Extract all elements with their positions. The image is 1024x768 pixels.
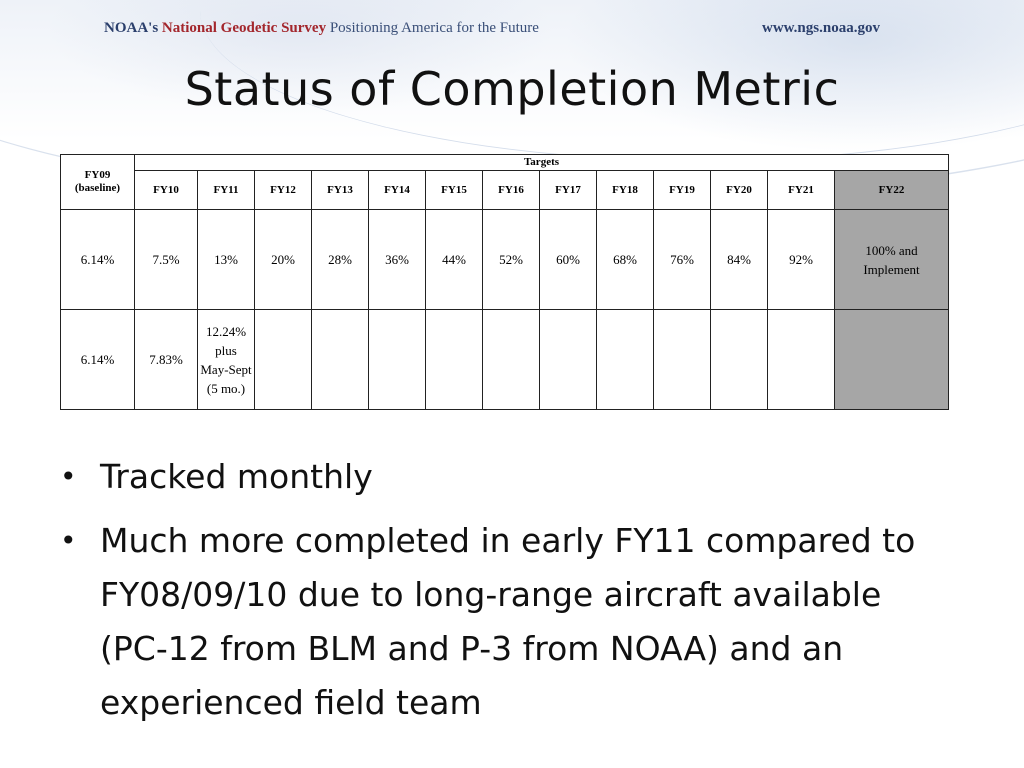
table-cell-highlight — [833, 309, 950, 410]
table-cell — [653, 309, 711, 410]
year-header: FY16 — [482, 170, 540, 210]
bullet-text: Much more completed in early FY11 compar… — [100, 521, 916, 722]
year-header: FY11 — [197, 170, 255, 210]
year-header: FY12 — [254, 170, 312, 210]
year-header: FY10 — [134, 170, 198, 210]
year-header: FY19 — [653, 170, 711, 210]
completion-metric-table: FY09 (baseline) Targets FY10 FY11 FY12 F… — [60, 154, 950, 410]
year-header: FY18 — [596, 170, 654, 210]
baseline-header: FY09 (baseline) — [60, 154, 135, 210]
table-cell: 52% — [482, 209, 540, 310]
table-cell: 7.5% — [134, 209, 198, 310]
bullet-text: Tracked monthly — [100, 457, 373, 496]
header-banner: NOAA's National Geodetic Survey Position… — [0, 14, 1024, 48]
bullet-item: • Much more completed in early FY11 comp… — [58, 514, 958, 730]
year-header-highlight: FY22 — [833, 170, 950, 210]
table-cell — [368, 309, 426, 410]
table-cell: 6.14% — [60, 309, 135, 410]
table-cell-highlight: 100% and Implement — [833, 209, 950, 310]
brand-org: NOAA's — [104, 20, 159, 36]
table-cell: 13% — [197, 209, 255, 310]
year-header: FY13 — [311, 170, 369, 210]
targets-header: Targets — [133, 154, 950, 171]
table-cell: 44% — [425, 209, 483, 310]
year-header: FY14 — [368, 170, 426, 210]
table-cell — [767, 309, 835, 410]
actuals-row: 6.14% 7.83% 12.24% plus May-Sept (5 mo.) — [60, 309, 950, 410]
targets-row: 6.14% 7.5% 13% 20% 28% 36% 44% 52% 60% 6… — [60, 209, 950, 310]
table-cell: 28% — [311, 209, 369, 310]
brand-name: National Geodetic Survey — [161, 20, 327, 36]
brand-tagline: Positioning America for the Future — [329, 20, 539, 36]
table-cell: 12.24% plus May-Sept (5 mo.) — [197, 309, 255, 410]
year-header: FY21 — [767, 170, 835, 210]
year-header: FY20 — [710, 170, 768, 210]
table-cell — [596, 309, 654, 410]
table-cell — [425, 309, 483, 410]
table-cell — [311, 309, 369, 410]
bullet-dot-icon: • — [60, 460, 77, 493]
bullet-dot-icon: • — [60, 524, 77, 557]
table-cell: 68% — [596, 209, 654, 310]
table-cell: 6.14% — [60, 209, 135, 310]
table-cell: 84% — [710, 209, 768, 310]
header-url: www.ngs.noaa.gov — [762, 20, 880, 36]
table-cell — [254, 309, 312, 410]
brand-line: NOAA's National Geodetic Survey Position… — [104, 20, 539, 37]
table-cell — [710, 309, 768, 410]
table-cell: 92% — [767, 209, 835, 310]
table-cell: 7.83% — [134, 309, 198, 410]
table-cell: 60% — [539, 209, 597, 310]
year-header: FY15 — [425, 170, 483, 210]
table-cell — [539, 309, 597, 410]
table-cell: 20% — [254, 209, 312, 310]
bullet-item: • Tracked monthly — [58, 450, 958, 504]
table-cell: 76% — [653, 209, 711, 310]
slide-title: Status of Completion Metric — [184, 62, 840, 116]
year-header: FY17 — [539, 170, 597, 210]
table-cell — [482, 309, 540, 410]
table-cell: 36% — [368, 209, 426, 310]
bullet-list: • Tracked monthly • Much more completed … — [58, 450, 958, 740]
